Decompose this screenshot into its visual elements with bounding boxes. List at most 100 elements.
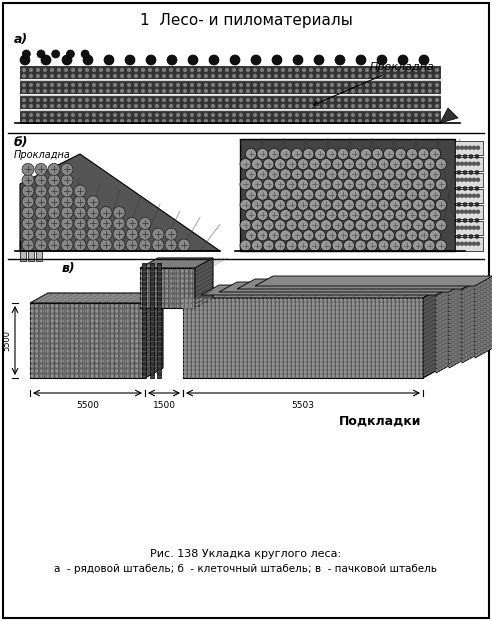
Circle shape — [478, 341, 480, 343]
Circle shape — [477, 343, 479, 345]
Circle shape — [372, 363, 374, 365]
Circle shape — [176, 300, 178, 302]
Circle shape — [396, 331, 398, 333]
Circle shape — [416, 359, 418, 361]
Text: 5500: 5500 — [2, 330, 11, 351]
Circle shape — [146, 295, 148, 297]
Circle shape — [384, 347, 386, 349]
Circle shape — [404, 315, 406, 317]
Circle shape — [155, 83, 158, 86]
Circle shape — [332, 220, 343, 230]
Circle shape — [379, 99, 382, 101]
Circle shape — [149, 114, 152, 117]
Circle shape — [408, 310, 410, 313]
Circle shape — [51, 99, 54, 101]
Circle shape — [166, 295, 168, 297]
Circle shape — [196, 375, 198, 377]
Circle shape — [308, 315, 310, 317]
Circle shape — [445, 309, 447, 310]
Circle shape — [125, 55, 135, 65]
Circle shape — [328, 331, 330, 333]
Circle shape — [280, 323, 282, 325]
Circle shape — [216, 363, 218, 365]
Circle shape — [188, 310, 190, 313]
Circle shape — [116, 320, 118, 322]
Circle shape — [190, 104, 193, 107]
Circle shape — [284, 359, 286, 361]
Circle shape — [471, 355, 473, 356]
Circle shape — [236, 339, 238, 341]
Circle shape — [372, 89, 375, 93]
Circle shape — [263, 158, 274, 170]
Circle shape — [392, 319, 394, 321]
Circle shape — [251, 240, 263, 251]
Circle shape — [228, 327, 230, 329]
Circle shape — [188, 307, 190, 309]
Circle shape — [356, 371, 358, 373]
Circle shape — [92, 99, 95, 101]
Circle shape — [36, 350, 38, 352]
Circle shape — [131, 305, 133, 307]
Circle shape — [292, 359, 294, 361]
Circle shape — [396, 339, 398, 341]
Circle shape — [244, 339, 246, 341]
Circle shape — [340, 299, 342, 301]
Circle shape — [126, 375, 128, 377]
Circle shape — [171, 275, 173, 277]
Circle shape — [284, 351, 286, 353]
Circle shape — [188, 335, 190, 337]
Circle shape — [452, 327, 454, 329]
Circle shape — [394, 114, 397, 117]
Circle shape — [477, 351, 479, 353]
Circle shape — [471, 315, 473, 316]
Circle shape — [228, 355, 230, 357]
Circle shape — [388, 310, 390, 313]
Circle shape — [288, 347, 290, 349]
Circle shape — [61, 175, 73, 186]
Circle shape — [79, 68, 82, 71]
Circle shape — [392, 363, 394, 365]
Circle shape — [188, 339, 190, 341]
Circle shape — [188, 315, 190, 317]
Circle shape — [196, 303, 198, 305]
Circle shape — [200, 303, 202, 305]
Circle shape — [280, 331, 282, 333]
Circle shape — [344, 104, 347, 107]
Circle shape — [197, 114, 201, 117]
Circle shape — [142, 89, 145, 93]
Circle shape — [304, 339, 306, 341]
Circle shape — [111, 355, 113, 357]
Circle shape — [200, 367, 202, 369]
Circle shape — [192, 335, 194, 337]
Circle shape — [220, 327, 222, 329]
Circle shape — [126, 335, 128, 337]
Circle shape — [91, 310, 93, 312]
Circle shape — [420, 351, 422, 353]
Circle shape — [442, 318, 444, 320]
Circle shape — [296, 335, 298, 337]
Circle shape — [212, 119, 215, 122]
Circle shape — [471, 302, 473, 304]
Circle shape — [338, 68, 340, 71]
Circle shape — [360, 351, 362, 353]
Circle shape — [46, 325, 48, 327]
Circle shape — [224, 367, 226, 369]
Circle shape — [380, 371, 382, 373]
Circle shape — [364, 310, 366, 313]
Circle shape — [196, 371, 198, 373]
Circle shape — [291, 230, 303, 241]
Circle shape — [448, 327, 450, 329]
Circle shape — [461, 302, 463, 304]
Circle shape — [56, 330, 58, 332]
Circle shape — [487, 308, 489, 310]
Circle shape — [191, 280, 193, 282]
Circle shape — [332, 351, 334, 353]
Circle shape — [465, 326, 467, 328]
Circle shape — [387, 68, 390, 71]
Circle shape — [332, 363, 334, 365]
Circle shape — [156, 305, 158, 307]
Circle shape — [244, 355, 246, 357]
Circle shape — [455, 353, 457, 355]
Circle shape — [296, 310, 298, 313]
Circle shape — [404, 307, 406, 309]
